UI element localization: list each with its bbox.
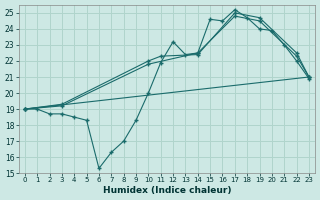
- X-axis label: Humidex (Indice chaleur): Humidex (Indice chaleur): [103, 186, 231, 195]
